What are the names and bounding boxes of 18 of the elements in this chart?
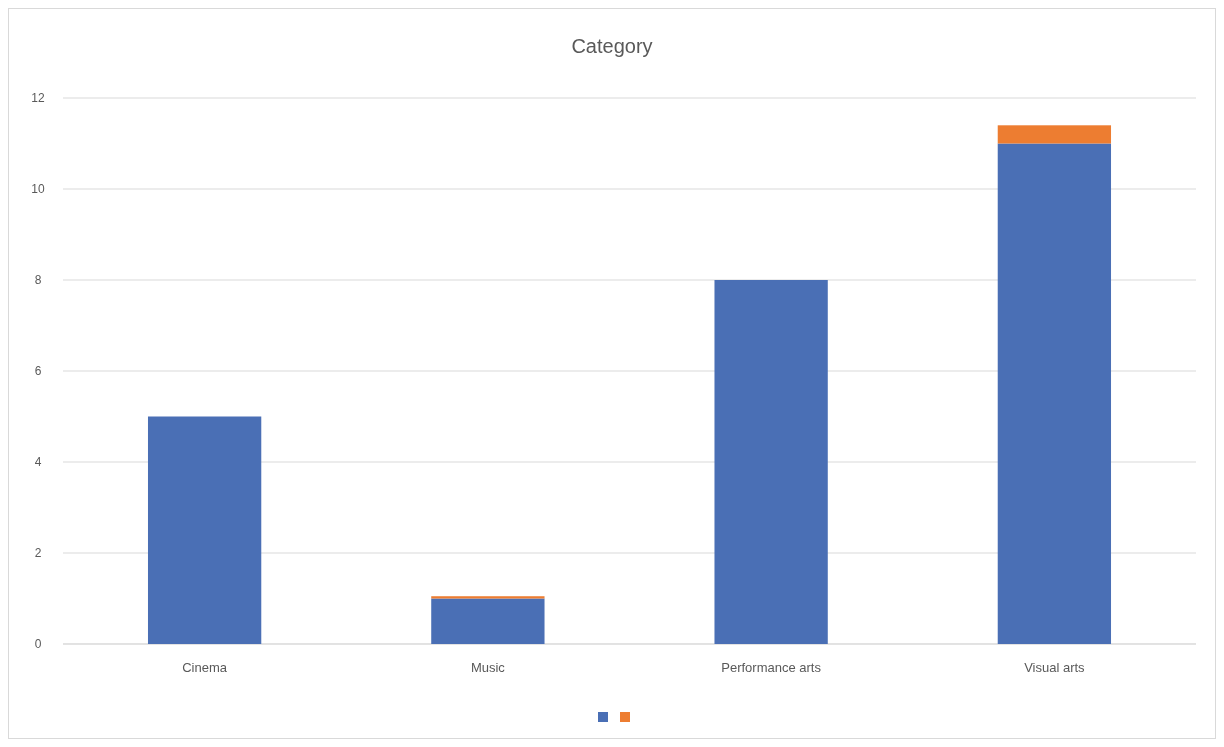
- x-tick-label: Music: [470, 660, 506, 675]
- bar: [147, 416, 262, 644]
- bar: [431, 596, 545, 599]
- bar: [997, 125, 1112, 144]
- x-tick-label: Visual arts: [1024, 660, 1086, 675]
- y-tick-label: 10: [31, 182, 45, 197]
- y-tick-label: 12: [31, 91, 45, 106]
- y-tick-label: 8: [34, 273, 42, 288]
- y-tick-label: 2: [34, 546, 42, 561]
- y-tick-label: 6: [34, 364, 42, 379]
- bar: [714, 280, 828, 644]
- x-tick-label: Performance arts: [721, 660, 822, 675]
- y-tick-label: 4: [34, 455, 42, 470]
- y-tick-label: 0: [34, 637, 42, 652]
- bar: [431, 598, 545, 644]
- x-tick-label: Cinema: [182, 660, 228, 675]
- chart-title: Category: [571, 35, 653, 57]
- bar: [997, 143, 1112, 644]
